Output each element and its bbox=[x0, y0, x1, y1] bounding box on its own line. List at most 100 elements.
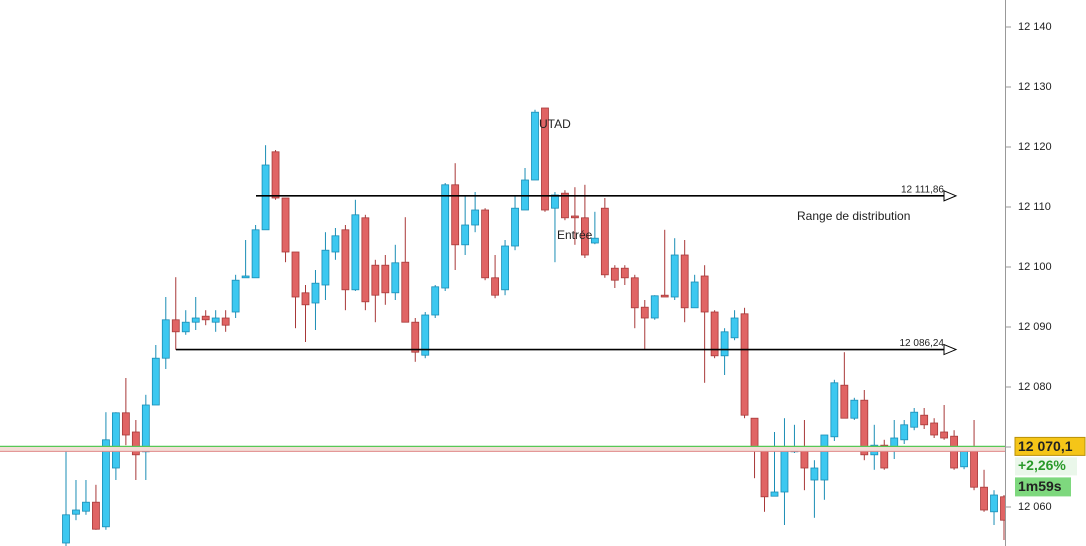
candle-body bbox=[191, 317, 200, 323]
candle-body bbox=[321, 249, 330, 286]
candle-body bbox=[860, 399, 869, 456]
y-tick-label: 12 140 bbox=[1018, 21, 1052, 33]
candle-body bbox=[910, 411, 919, 428]
price-label: 12 070,1 bbox=[1018, 438, 1073, 454]
candle-body bbox=[830, 382, 839, 438]
candle-body bbox=[551, 194, 559, 209]
candle-body bbox=[471, 209, 480, 226]
candle-body bbox=[441, 184, 450, 289]
candle-body bbox=[62, 514, 70, 544]
candle-body bbox=[640, 306, 649, 319]
candle-body bbox=[241, 275, 250, 279]
candle-body bbox=[301, 292, 310, 306]
y-tick-label: 12 130 bbox=[1018, 81, 1052, 93]
candle-body bbox=[82, 501, 90, 512]
level-arrow bbox=[943, 343, 958, 356]
candle-body bbox=[770, 491, 779, 497]
candle-body bbox=[381, 264, 390, 294]
candle-body bbox=[531, 111, 539, 181]
candle-body bbox=[411, 321, 420, 353]
candle-body bbox=[820, 434, 829, 481]
candle-body bbox=[580, 217, 589, 256]
y-tick-label: 12 060 bbox=[1018, 501, 1052, 513]
candle-body bbox=[590, 237, 599, 244]
candle-body bbox=[181, 321, 190, 333]
candle-body bbox=[670, 254, 679, 298]
candle-body bbox=[610, 267, 619, 281]
candle-body bbox=[102, 439, 110, 528]
candle-body bbox=[780, 449, 789, 493]
candle-body bbox=[161, 319, 170, 359]
y-tick-label: 12 110 bbox=[1018, 201, 1051, 213]
candle-body bbox=[630, 277, 639, 309]
candle-body bbox=[810, 467, 819, 481]
candle-body bbox=[341, 229, 350, 291]
annotation: UTAD bbox=[539, 117, 571, 131]
candle-body bbox=[950, 435, 959, 469]
candle-body bbox=[620, 267, 629, 279]
plot-area: 12 111,86 12 086,24 bbox=[0, 107, 1005, 546]
candle-body bbox=[840, 384, 849, 419]
candle-body bbox=[311, 282, 320, 304]
candle-body bbox=[940, 431, 949, 439]
candle-body bbox=[850, 399, 859, 419]
candle-body bbox=[461, 224, 470, 246]
candle-body bbox=[800, 449, 809, 469]
candle-body bbox=[211, 317, 220, 323]
candle-body bbox=[271, 151, 280, 199]
candle-body bbox=[251, 229, 260, 279]
candle-body bbox=[421, 314, 430, 356]
y-tick-label: 12 090 bbox=[1018, 321, 1052, 333]
change-box bbox=[1015, 457, 1077, 476]
candle-body bbox=[511, 207, 519, 247]
candle-body bbox=[291, 251, 300, 298]
candle-body bbox=[571, 215, 579, 219]
candle-body bbox=[221, 317, 230, 326]
level-label: 12 086,24 bbox=[900, 338, 945, 349]
timer-box bbox=[1015, 477, 1071, 497]
candle-body bbox=[740, 313, 749, 416]
annotation: Entrée bbox=[557, 228, 593, 242]
candle-body bbox=[541, 107, 549, 211]
candle-body bbox=[720, 331, 729, 357]
candle-body bbox=[151, 357, 160, 406]
candle-body bbox=[201, 315, 210, 321]
candle-body bbox=[600, 207, 609, 276]
candle-body bbox=[371, 264, 380, 296]
candle-body bbox=[361, 217, 370, 303]
candle-body bbox=[171, 319, 180, 333]
candle-body bbox=[231, 279, 240, 313]
candle-body bbox=[351, 214, 360, 291]
candle-body bbox=[281, 197, 290, 253]
candle-body bbox=[141, 404, 150, 453]
candle-body bbox=[72, 509, 80, 515]
candle-body bbox=[960, 449, 968, 468]
candle-body bbox=[990, 494, 998, 513]
candle-body bbox=[660, 294, 669, 298]
spread-band bbox=[0, 446, 1005, 452]
annotation: Range de distribution bbox=[797, 209, 910, 223]
y-tick-label: 12 080 bbox=[1018, 381, 1052, 393]
candle-body bbox=[261, 164, 270, 231]
candle-body bbox=[481, 209, 490, 279]
change-label: +2,26% bbox=[1018, 457, 1066, 473]
candle-body bbox=[111, 412, 120, 469]
candle-body bbox=[680, 254, 689, 309]
candle-body bbox=[561, 192, 569, 219]
candle-body bbox=[920, 414, 929, 426]
candle-body bbox=[431, 286, 440, 316]
candle-body bbox=[391, 262, 400, 294]
candle-body bbox=[1000, 496, 1005, 521]
candle-body bbox=[930, 422, 939, 436]
candle-body bbox=[501, 245, 509, 291]
candle-body bbox=[131, 431, 140, 456]
candle-body bbox=[730, 317, 739, 339]
candle-body bbox=[92, 501, 100, 530]
candle-body bbox=[750, 417, 759, 451]
candle-body bbox=[331, 235, 340, 253]
candle-body bbox=[970, 447, 978, 488]
candle-body bbox=[880, 444, 889, 469]
price-box bbox=[1014, 436, 1086, 456]
